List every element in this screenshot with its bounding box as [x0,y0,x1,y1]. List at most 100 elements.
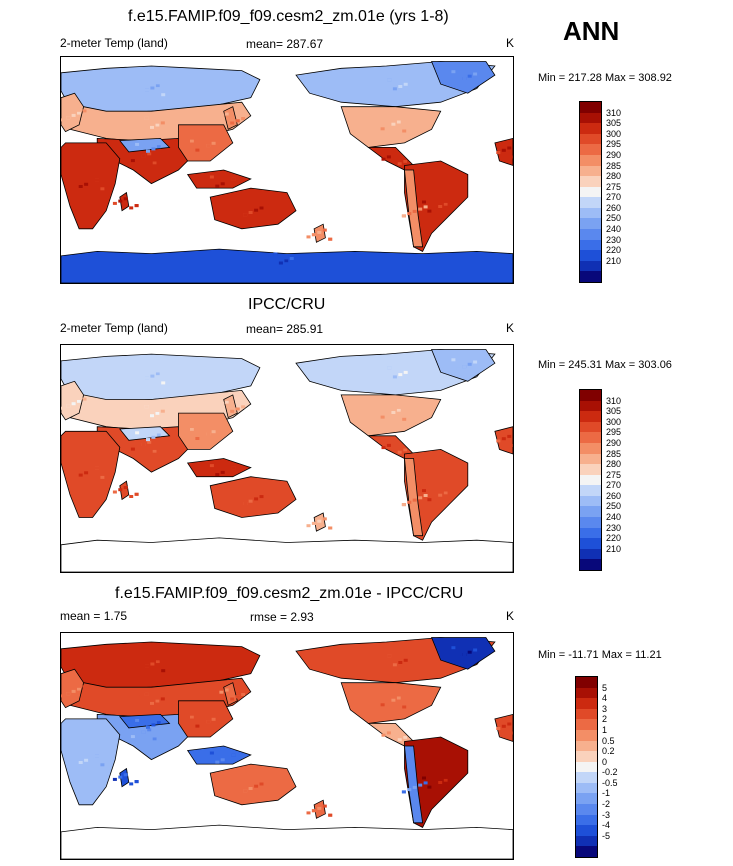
land-region-east-asia [178,124,234,162]
field-cell [254,208,259,212]
field-cell [456,79,461,83]
colorbar-box [580,453,601,465]
field-cell [259,206,264,210]
field-cell [95,754,99,758]
field-cell [473,360,478,364]
field-cell [151,723,156,727]
colorbar-label: 260 [606,490,622,501]
field-cell [209,175,214,179]
field-cell [473,72,478,76]
field-cell [392,729,397,733]
colorbar-box [576,708,597,720]
field-cell [209,464,214,468]
colorbar-box [580,229,601,241]
colorbar-label: 280 [606,171,622,182]
colorbar-label: 295 [606,139,622,150]
land-region-usa [340,682,442,724]
colorbar-label: 290 [606,149,622,160]
field-cell [422,200,426,204]
colorbar-box [580,218,601,230]
field-cell [231,753,236,757]
field-cell [84,471,89,475]
field-cell [61,406,65,410]
colorbar-box [576,793,597,805]
colorbar-label: -5 [602,830,611,841]
field-cell [380,703,385,707]
panel-1-units: K [506,36,515,50]
field-cell [100,475,105,479]
field-cell [82,397,87,401]
field-cell [61,118,65,122]
field-cell [100,763,105,767]
field-cell [215,760,220,764]
land-region-indonesia [186,458,252,478]
field-cell [71,689,76,693]
field-cell [155,123,160,127]
panel-3-rmse: rmse = 2.93 [250,610,314,624]
colorbar-label: 280 [606,459,622,470]
field-cell [403,370,408,374]
field-cell [140,716,145,720]
field-cell [130,735,135,739]
field-cell [386,125,390,128]
field-cell [473,648,478,652]
field-cell [462,77,467,80]
field-cell [264,204,269,208]
panel-3-colorbar: 5 4 3 2 1 0.5 0.2 0 -0.2 -0.5 -1 -2 -3 -4 -5 [575,676,618,858]
field-cell [155,84,160,88]
field-cell [211,430,216,434]
field-cell [224,400,229,404]
colorbar-box [580,165,601,177]
field-cell [396,696,401,700]
colorbar-box [580,154,601,167]
colorbar-box [580,400,601,412]
colorbar-label: 275 [606,469,622,480]
field-cell [84,182,89,186]
field-cell [206,144,211,148]
land-region-australia [209,476,297,518]
land-region-east-asia [178,412,234,450]
field-cell [392,663,397,667]
field-cell [501,148,506,152]
colorbar-box [580,527,601,539]
field-cell [427,209,432,213]
field-cell [147,440,152,444]
field-cell [496,151,501,154]
field-cell [412,209,417,213]
colorbar-label: 305 [606,406,622,417]
field-cell [219,690,224,694]
field-cell [150,374,155,378]
land-region-europe [61,92,85,133]
field-cell [200,146,205,150]
colorbar-box [580,442,601,455]
colorbar-box [576,804,597,816]
field-cell [231,177,236,181]
panel-2-colorbar: 310 305 300 295 290 285 280 275 270 260 250 240 230 2… [579,389,621,571]
panel-1-map [60,56,514,284]
field-cell [443,778,448,782]
field-cell [130,159,135,163]
colorbar-box [580,464,601,476]
field-cell [152,161,157,165]
field-cell [231,466,236,470]
field-cell [451,646,456,650]
field-cell [150,662,155,666]
field-cell [136,445,141,449]
field-cell [134,204,139,208]
colorbar-box [580,112,601,124]
colorbar-box [576,835,597,847]
colorbar-label: 270 [606,480,622,491]
field-cell [264,492,269,496]
colorbar-label: 310 [606,107,622,118]
colorbar-label: 270 [606,192,622,203]
field-cell [403,448,408,452]
land-region-europe [61,380,85,421]
colorbar-label: 220 [606,245,622,256]
field-cell [391,698,396,702]
field-cell [95,466,99,470]
land-region-andes [404,745,424,824]
field-cell [141,443,146,446]
colorbar-box [580,421,601,433]
field-cell [160,121,165,125]
colorbar-box [580,144,601,156]
